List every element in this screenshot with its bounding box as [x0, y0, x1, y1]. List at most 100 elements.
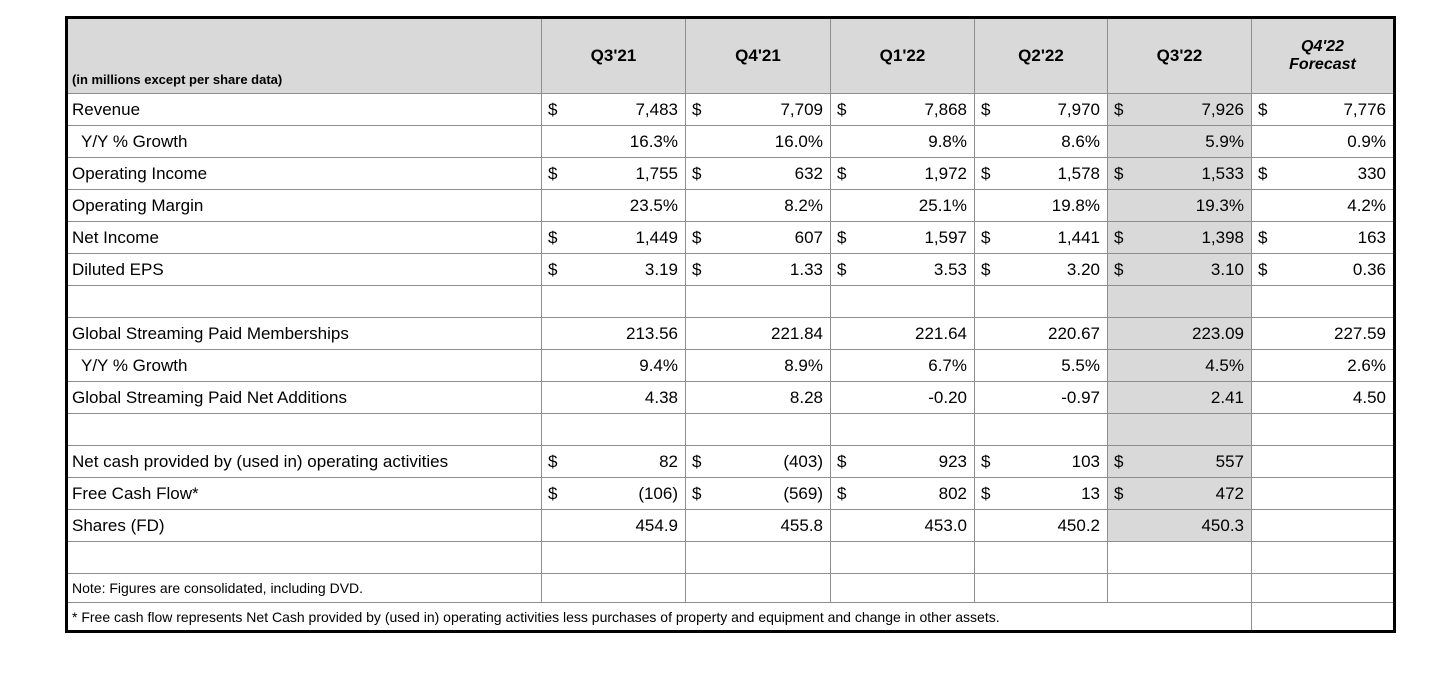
currency-symbol: $: [1114, 163, 1124, 183]
table-cell: 9.4%: [541, 349, 686, 382]
cell-value: 3.10: [1210, 259, 1244, 279]
table-row: * Free cash flow represents Net Cash pro…: [66, 602, 1395, 632]
cell-value: 3.20: [1066, 259, 1100, 279]
table-cell: $607: [685, 221, 831, 254]
currency-symbol: $: [692, 99, 702, 119]
accounting-cell: $1,449: [543, 227, 685, 248]
table-cell: $7,709: [685, 93, 831, 126]
table-cell: 19.3%: [1107, 189, 1252, 222]
row-label: Operating Income: [66, 157, 542, 190]
table-cell: $1,398: [1107, 221, 1252, 254]
currency-symbol: $: [1114, 227, 1124, 247]
table-cell: 4.38: [541, 381, 686, 414]
table-cell: $103: [974, 445, 1108, 478]
column-header-q4-22: Q4'22 Forecast: [1251, 17, 1395, 94]
row-label: Diluted EPS: [66, 253, 542, 286]
table-cell: [1251, 541, 1395, 574]
table-cell: $1,755: [541, 157, 686, 190]
table-header: (in millions except per share data) Q3'21…: [66, 17, 1395, 94]
table-cell: [1251, 413, 1395, 446]
table-cell: $632: [685, 157, 831, 190]
cell-value: 13: [1081, 483, 1100, 503]
table-cell: 2.41: [1107, 381, 1252, 414]
table-body: Revenue $7,483 $7,709 $7,868 $7,970 $7,926 $7,…: [66, 93, 1395, 632]
table-cell: 4.50: [1251, 381, 1395, 414]
accounting-cell: $1,972: [832, 164, 974, 184]
accounting-cell: $7,709: [687, 99, 830, 120]
table-cell: [1107, 541, 1252, 574]
accounting-cell: $3.19: [543, 259, 685, 280]
table-cell: [1107, 573, 1252, 603]
accounting-cell: $163: [1253, 228, 1394, 248]
cell-value: 7,709: [780, 99, 823, 119]
table-cell: [830, 573, 975, 603]
table-cell: $1,441: [974, 221, 1108, 254]
currency-symbol: $: [1114, 483, 1124, 503]
table-row: Operating Income $1,755 $632 $1,972 $1,578 $1…: [66, 157, 1395, 190]
table-cell: [974, 573, 1108, 603]
table-cell: 223.09: [1107, 317, 1252, 350]
row-label: Net cash provided by (used in) operating…: [66, 445, 542, 478]
currency-symbol: $: [548, 163, 558, 183]
table-cell: $802: [830, 477, 975, 510]
table-cell: 9.8%: [830, 125, 975, 158]
accounting-cell: $ (106): [543, 484, 685, 504]
accounting-cell: $1,398: [1109, 227, 1251, 248]
currency-symbol: $: [837, 227, 847, 247]
table-cell: $1,449: [541, 221, 686, 254]
currency-symbol: $: [692, 483, 702, 503]
currency-symbol: $: [981, 163, 991, 183]
table-cell: [685, 573, 831, 603]
currency-symbol: $: [692, 451, 702, 471]
table-row: Y/Y % Growth 9.4% 8.9% 6.7% 5.5% 4.5% 2.6%: [66, 349, 1395, 382]
table-cell: [541, 285, 686, 318]
table-cell: $7,970: [974, 93, 1108, 126]
table-cell: [685, 413, 831, 446]
currency-symbol: $: [1258, 99, 1268, 119]
cell-value: 1,441: [1057, 227, 1100, 247]
table-cell: [1251, 477, 1395, 510]
column-header-q2-22: Q2'22: [974, 17, 1108, 94]
table-cell: $7,926: [1107, 93, 1252, 126]
table-cell: 0.9%: [1251, 125, 1395, 158]
accounting-cell: $13: [976, 483, 1107, 504]
currency-symbol: $: [1114, 259, 1124, 279]
cell-value: 1,533: [1201, 163, 1244, 183]
cell-value: 7,868: [924, 99, 967, 119]
table-cell: $3.53: [830, 253, 975, 286]
table-cell: -0.20: [830, 381, 975, 414]
currency-symbol: $: [837, 99, 847, 119]
table-cell: [541, 541, 686, 574]
table-cell: $1,597: [830, 221, 975, 254]
table-cell: 450.3: [1107, 509, 1252, 542]
table-row: Net cash provided by (used in) operating…: [66, 445, 1395, 478]
row-label: Operating Margin: [66, 189, 542, 222]
table-cell: [974, 285, 1108, 318]
accounting-cell: $632: [687, 164, 830, 184]
table-cell: 19.8%: [974, 189, 1108, 222]
table-cell: $1.33: [685, 253, 831, 286]
table-cell: [1107, 285, 1252, 318]
table-cell: 16.0%: [685, 125, 831, 158]
cell-value: 1,398: [1201, 227, 1244, 247]
table-row: Free Cash Flow* $ (106) $ (569) $802 $13 $472: [66, 477, 1395, 510]
table-cell: $3.10: [1107, 253, 1252, 286]
currency-symbol: $: [548, 259, 558, 279]
table-cell: 4.5%: [1107, 349, 1252, 382]
cell-value: 802: [938, 483, 967, 503]
column-header-q3-21: Q3'21: [541, 17, 686, 94]
note-text: Note: Figures are consolidated, includin…: [66, 573, 542, 603]
currency-symbol: $: [548, 227, 558, 247]
table-cell: [1251, 509, 1395, 542]
table-cell: $3.19: [541, 253, 686, 286]
table-row: Y/Y % Growth 16.3% 16.0% 9.8% 8.6% 5.9% 0.9%: [66, 125, 1395, 158]
table-row: Net Income $1,449 $607 $1,597 $1,441 $1,398 $1…: [66, 221, 1395, 254]
row-label: [66, 541, 542, 574]
accounting-cell: $82: [543, 452, 685, 472]
accounting-cell: $607: [687, 228, 830, 248]
table-cell: 8.6%: [974, 125, 1108, 158]
table-row: Shares (FD) 454.9 455.8 453.0 450.2 450.3: [66, 509, 1395, 542]
table-cell: [541, 413, 686, 446]
column-header-q4-21: Q4'21: [685, 17, 831, 94]
table-cell: [830, 541, 975, 574]
